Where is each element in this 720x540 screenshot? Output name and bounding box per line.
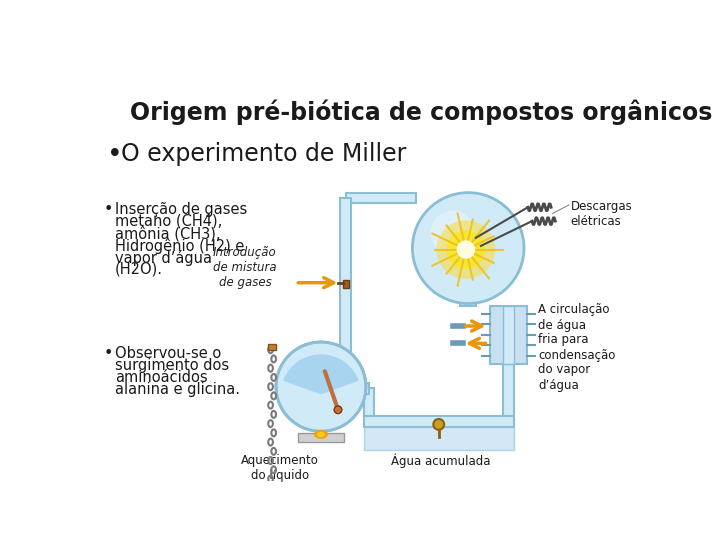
Text: Inserção de gases: Inserção de gases	[114, 202, 247, 217]
Text: amônia (CH3),: amônia (CH3),	[114, 226, 220, 241]
Text: Descargas
elétricas: Descargas elétricas	[570, 200, 632, 227]
Text: vapor d’água: vapor d’água	[114, 249, 212, 266]
Wedge shape	[283, 354, 359, 394]
Text: •: •	[107, 142, 122, 168]
Text: Introdução
de mistura
de gases: Introdução de mistura de gases	[213, 246, 277, 289]
FancyBboxPatch shape	[490, 306, 527, 363]
FancyBboxPatch shape	[343, 280, 349, 288]
Text: Água acumulada: Água acumulada	[392, 454, 491, 468]
Text: A circulação
de água
fria para
condensação
do vapor
d’água: A circulação de água fria para condensaç…	[538, 303, 616, 392]
FancyBboxPatch shape	[321, 383, 369, 394]
Circle shape	[413, 193, 524, 303]
Circle shape	[431, 211, 475, 255]
FancyBboxPatch shape	[341, 198, 351, 365]
FancyBboxPatch shape	[503, 306, 514, 363]
Text: O experimento de Miller: O experimento de Miller	[121, 142, 406, 166]
FancyBboxPatch shape	[346, 193, 416, 204]
Text: Origem pré-biótica de compostos orgânicos: Origem pré-biótica de compostos orgânico…	[130, 99, 713, 125]
Text: aminoácidos: aminoácidos	[114, 370, 207, 384]
Text: surgimento dos: surgimento dos	[114, 358, 229, 373]
FancyBboxPatch shape	[364, 427, 514, 450]
Circle shape	[433, 419, 444, 430]
Circle shape	[436, 220, 495, 279]
Text: Observou-se o: Observou-se o	[114, 346, 221, 361]
Text: •: •	[104, 346, 113, 361]
FancyBboxPatch shape	[364, 388, 374, 421]
Text: •: •	[104, 202, 113, 217]
Circle shape	[456, 240, 475, 259]
Text: metano (CH4),: metano (CH4),	[114, 214, 222, 229]
Circle shape	[334, 406, 342, 414]
FancyBboxPatch shape	[364, 416, 514, 427]
FancyBboxPatch shape	[503, 363, 514, 421]
Text: Aquecimento
do líquido: Aquecimento do líquido	[241, 454, 319, 482]
FancyBboxPatch shape	[461, 300, 476, 306]
Ellipse shape	[314, 430, 328, 439]
Text: alanina e glicina.: alanina e glicina.	[114, 382, 240, 397]
Circle shape	[276, 342, 366, 431]
Text: (H2O).: (H2O).	[114, 261, 163, 276]
Ellipse shape	[317, 431, 325, 437]
FancyBboxPatch shape	[313, 348, 329, 388]
FancyBboxPatch shape	[269, 343, 276, 350]
FancyBboxPatch shape	[297, 433, 344, 442]
Text: Hidrogênio (H2) e: Hidrogênio (H2) e	[114, 238, 244, 254]
Circle shape	[446, 231, 485, 269]
